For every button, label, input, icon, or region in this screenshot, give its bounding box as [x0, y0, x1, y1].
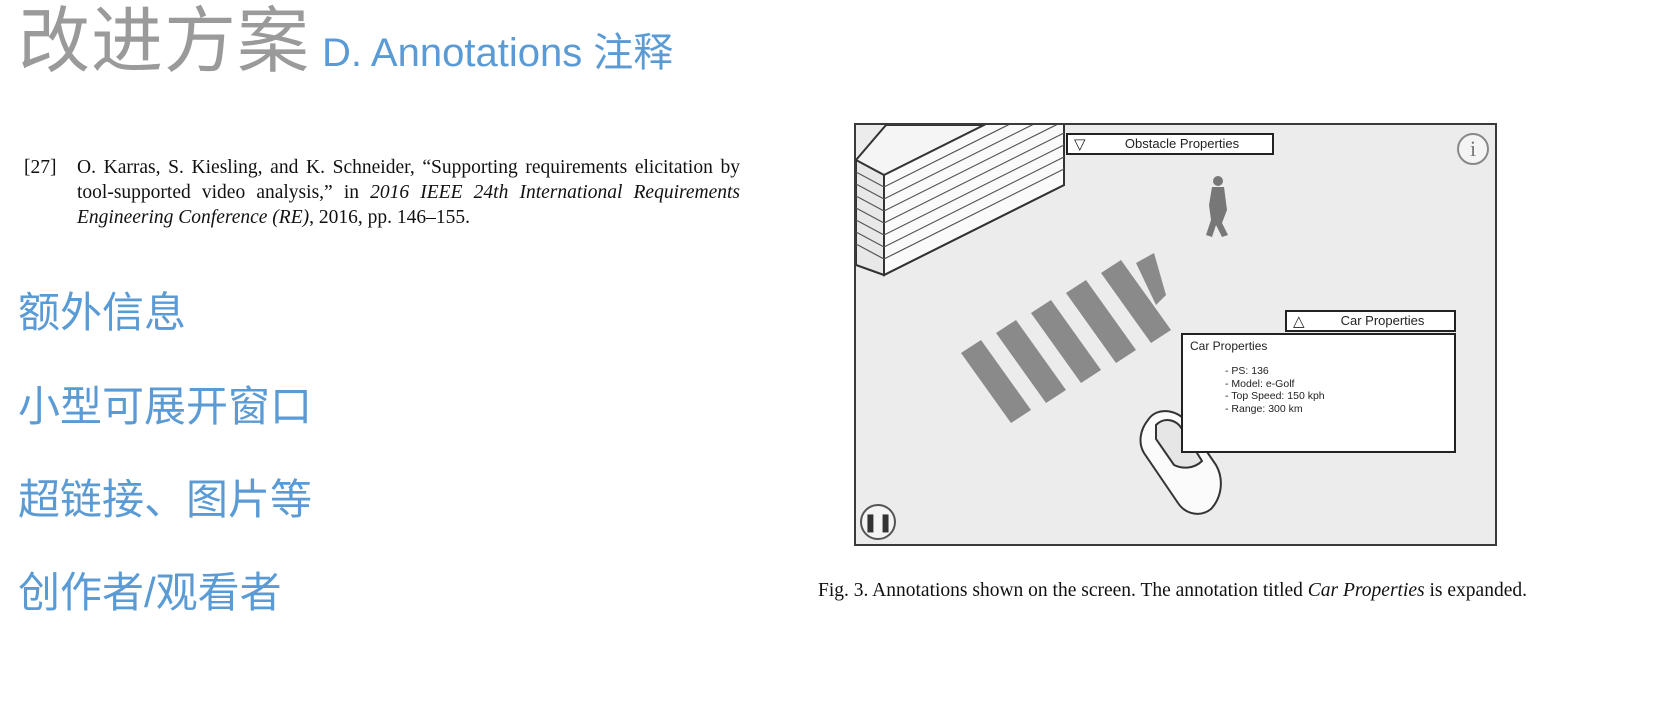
obstacle-properties-annotation[interactable]: ▽ Obstacle Properties [1066, 133, 1274, 155]
triangle-up-icon: △ [1293, 313, 1305, 330]
scene-illustration [856, 125, 1228, 515]
car-property-item: - Model: e-Golf [1225, 377, 1295, 390]
bullet-expandable-window: 小型可展开窗口 [18, 383, 313, 430]
reference-number: [27] [24, 157, 57, 178]
crosswalk [961, 253, 1171, 423]
slide-title-sub: D. Annotations 注释 [322, 31, 674, 75]
car-properties-expanded-panel: Car Properties - PS: 136 - Model: e-Golf… [1181, 333, 1456, 453]
caption-emphasis: Car Properties [1307, 580, 1425, 601]
obstacle-properties-label: Obstacle Properties [1124, 136, 1240, 151]
reference-venue: 2016 IEEE 24th International Requirement… [77, 182, 740, 228]
expanded-panel-title: Car Properties [1190, 339, 1268, 353]
reference-clipped-line [80, 136, 620, 142]
bullet-extra-info: 额外信息 [18, 289, 187, 336]
car-properties-label: Car Properties [1340, 313, 1425, 328]
car-property-item: - PS: 136 [1225, 365, 1269, 377]
info-icon[interactable]: i [1457, 133, 1489, 165]
car-property-item: - Top Speed: 150 kph [1225, 390, 1325, 402]
brick-wall [856, 125, 1065, 277]
bullet-hyperlinks-images: 超链接、图片等 [18, 476, 313, 523]
caption-text-after: is expanded. [1424, 580, 1527, 601]
reference-text-before: O. Karras, S. Kiesling, and K. Schneider… [77, 157, 740, 203]
slide-title: 改进方案 D. Annotations 注释 [18, 6, 673, 78]
annotation-figure: ▽ Obstacle Properties △ Car Properties C… [854, 123, 1497, 546]
slide-title-main: 改进方案 [18, 2, 311, 82]
bullet-author-viewer: 创作者/观看者 [18, 569, 282, 616]
pause-icon[interactable]: ❚❚ [860, 504, 896, 540]
car-properties-list: - PS: 136 - Model: e-Golf - Top Speed: 1… [1225, 365, 1325, 415]
triangle-down-icon: ▽ [1074, 136, 1086, 153]
reference-entry: [27] O. Karras, S. Kiesling, and K. Schn… [24, 155, 740, 230]
figure-caption: Fig. 3. Annotations shown on the screen.… [818, 578, 1536, 604]
reference-text-after: , 2016, pp. 146–155. [309, 207, 470, 228]
pedestrian [1206, 176, 1228, 237]
reference-body: O. Karras, S. Kiesling, and K. Schneider… [77, 155, 740, 230]
caption-text-before: Fig. 3. Annotations shown on the screen.… [818, 580, 1308, 601]
car [1139, 410, 1222, 515]
car-property-item: - Range: 300 km [1225, 402, 1303, 415]
car-properties-annotation[interactable]: △ Car Properties [1285, 310, 1456, 332]
